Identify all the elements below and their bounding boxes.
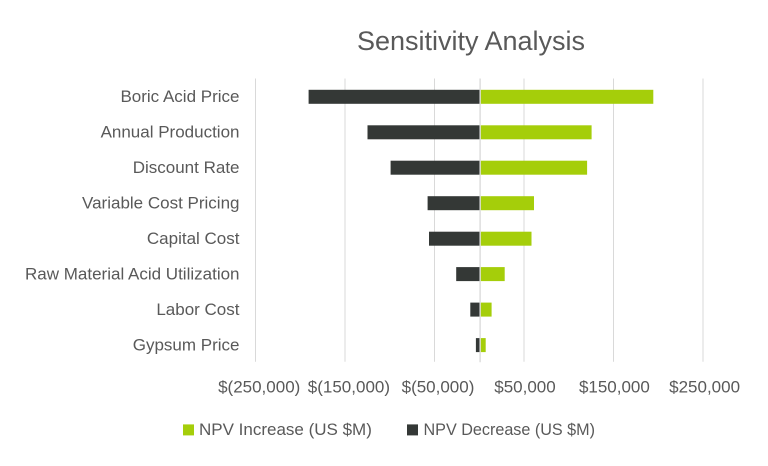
svg-text:$(150,000): $(150,000) [308, 378, 390, 397]
svg-text:Sensitivity Analysis: Sensitivity Analysis [357, 26, 585, 56]
svg-text:Capital Cost: Capital Cost [147, 229, 240, 248]
svg-text:Variable Cost Pricing: Variable Cost Pricing [82, 194, 239, 213]
svg-text:Labor Cost: Labor Cost [156, 300, 239, 319]
svg-text:Discount Rate: Discount Rate [133, 158, 240, 177]
svg-text:Raw Material Acid Utilization: Raw Material Acid Utilization [25, 265, 239, 284]
svg-text:$250,000: $250,000 [669, 378, 740, 397]
svg-text:Boric Acid Price: Boric Acid Price [120, 87, 239, 106]
svg-text:Annual Production: Annual Production [101, 123, 240, 142]
svg-text:NPV Increase (US $M): NPV Increase (US $M) [199, 420, 372, 439]
svg-text:$(250,000): $(250,000) [218, 378, 300, 397]
svg-text:$150,000: $150,000 [579, 378, 650, 397]
svg-text:$(50,000): $(50,000) [402, 378, 475, 397]
svg-text:NPV Decrease (US $M): NPV Decrease (US $M) [424, 420, 596, 439]
svg-text:$50,000: $50,000 [494, 378, 555, 397]
svg-text:Gypsum Price: Gypsum Price [133, 336, 240, 355]
